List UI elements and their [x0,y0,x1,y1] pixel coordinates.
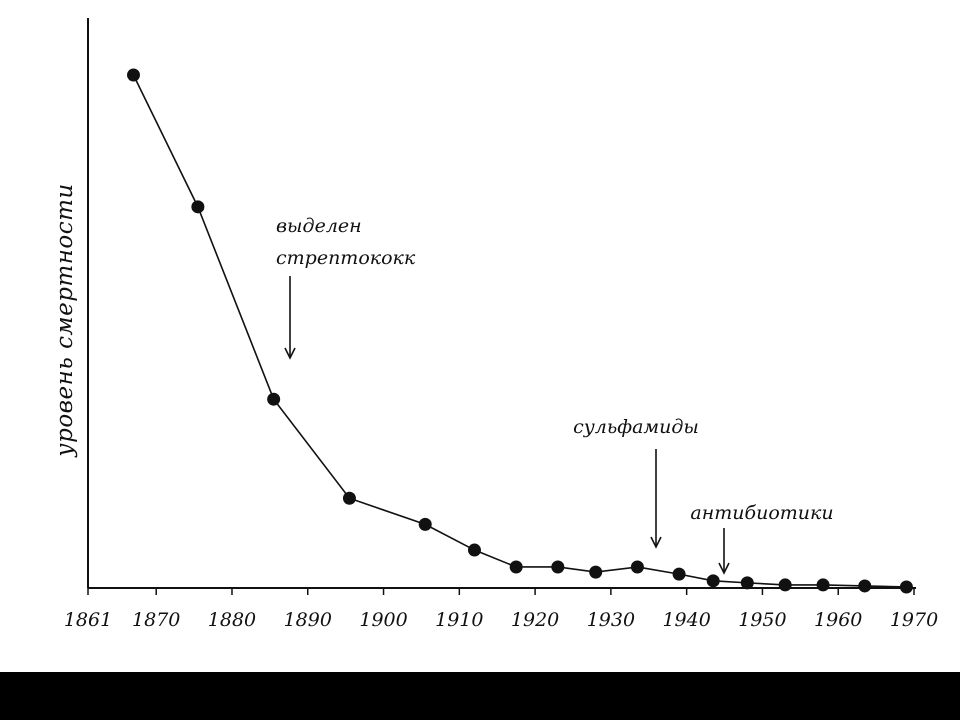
x-tick-label: 1970 [890,609,938,631]
chart-paper: 1861 1870 1880 1890 1900 1910 1920 1930 1940 1950… [0,0,960,672]
annotation-antibiotics: антибиотики [690,502,834,575]
data-point [589,565,603,579]
data-point [740,576,754,590]
x-tick-label: 1890 [284,609,332,631]
data-point [778,578,792,592]
annotation-text: выделен [276,215,362,237]
data-point [126,68,140,82]
x-tick-label: 1930 [587,609,635,631]
annotation-text: сульфамиды [573,416,699,438]
data-point [630,560,644,574]
x-tick-label: 1940 [662,609,710,631]
x-tick-label: 1870 [132,609,180,631]
data-point [467,543,481,557]
x-tick-label: 1861 [64,609,112,631]
data-point [706,574,720,588]
annotations: выделен стрептококк сульфамиды антибиотики [276,215,834,575]
data-point [858,579,872,593]
data-point [816,578,830,592]
x-tick-label: 1950 [738,609,786,631]
x-tick-label: 1900 [359,609,407,631]
x-tick-label: 1910 [435,609,483,631]
annotation-text: антибиотики [690,502,833,524]
series-mortality [126,68,913,594]
bottom-black-bar [0,672,960,720]
data-point [509,560,523,574]
annotation-text: стрептококк [276,247,416,269]
data-point [342,491,356,505]
y-axis-label: уровень смертности [52,183,78,458]
arrow-down-icon [718,562,730,575]
data-point [551,560,565,574]
data-point [672,567,686,581]
x-tick-label: 1960 [814,609,862,631]
x-tick-label: 1920 [511,609,559,631]
arrow-down-icon [284,347,296,360]
data-point [267,392,281,406]
annotation-sulfonamides: сульфамиды [573,416,699,549]
data-point [418,517,432,531]
annotation-streptococcus: выделен стрептококк [276,215,416,360]
arrow-down-icon [650,536,662,549]
data-point [191,200,205,214]
axes [87,18,916,589]
mortality-chart: 1861 1870 1880 1890 1900 1910 1920 1930 1940 1950… [52,18,938,631]
x-tick-label: 1880 [208,609,256,631]
data-point [899,580,913,594]
x-ticks: 1861 1870 1880 1890 1900 1910 1920 1930 1940 1950… [64,588,938,631]
